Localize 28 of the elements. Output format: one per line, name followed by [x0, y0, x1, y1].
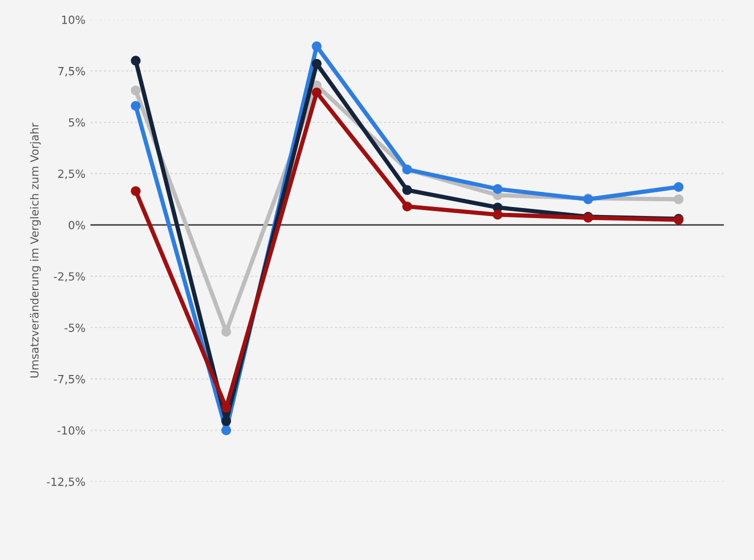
point: [221, 402, 232, 413]
point: [312, 88, 322, 98]
point: [221, 326, 232, 337]
y-tick-label: 10%: [62, 16, 86, 24]
point: [402, 185, 412, 195]
y-tick-label: 7,5%: [58, 66, 86, 76]
y-tick-label: -5%: [64, 324, 86, 332]
y-axis-title: Umsatzveränderung im Vergleich zum Vorjahr: [30, 122, 41, 378]
point: [312, 41, 322, 52]
point: [674, 194, 684, 204]
y-tick-label: -2,5%: [54, 272, 86, 282]
point: [674, 182, 684, 192]
y-tick-label: 2,5%: [58, 170, 86, 180]
point: [130, 56, 141, 66]
point: [312, 58, 322, 69]
point: [130, 86, 141, 96]
point: [221, 425, 232, 436]
point: [492, 184, 502, 194]
point: [402, 202, 412, 212]
point: [492, 210, 502, 220]
y-tick-label: 5%: [68, 118, 86, 127]
point: [221, 416, 232, 426]
y-tick-label: -12,5%: [46, 478, 86, 488]
point: [130, 100, 141, 111]
y-tick-label: -10%: [57, 426, 86, 435]
y-tick-label: -7,5%: [54, 374, 86, 384]
point: [130, 186, 141, 196]
y-tick-label: 0%: [68, 220, 86, 230]
